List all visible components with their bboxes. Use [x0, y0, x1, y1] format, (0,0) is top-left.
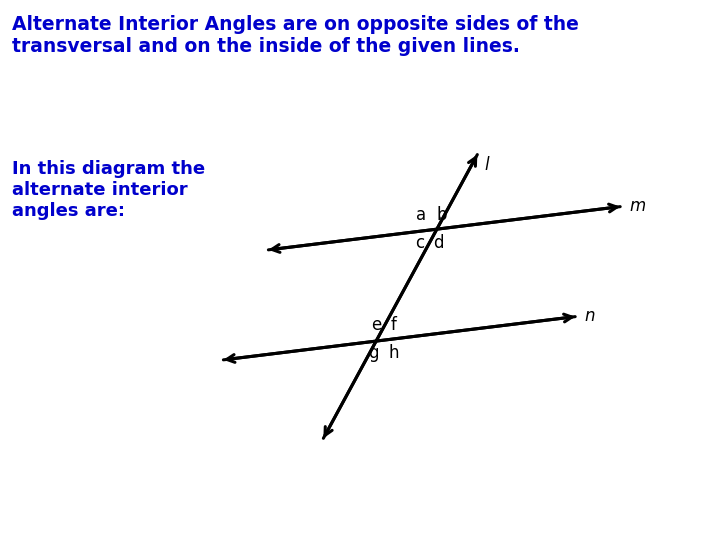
Text: h: h — [389, 343, 399, 362]
Text: l: l — [485, 156, 490, 174]
Text: e: e — [371, 316, 382, 334]
Text: Alternate Interior Angles are on opposite sides of the
transversal and on the in: Alternate Interior Angles are on opposit… — [12, 15, 579, 56]
Text: f: f — [391, 316, 397, 334]
Text: g: g — [369, 343, 379, 362]
Text: a: a — [416, 206, 426, 224]
Text: m: m — [629, 197, 645, 215]
Text: n: n — [584, 307, 595, 325]
Text: c: c — [415, 234, 424, 252]
Text: d: d — [433, 234, 444, 252]
Text: In this diagram the
alternate interior
angles are:: In this diagram the alternate interior a… — [12, 160, 205, 220]
Text: b: b — [436, 206, 446, 224]
